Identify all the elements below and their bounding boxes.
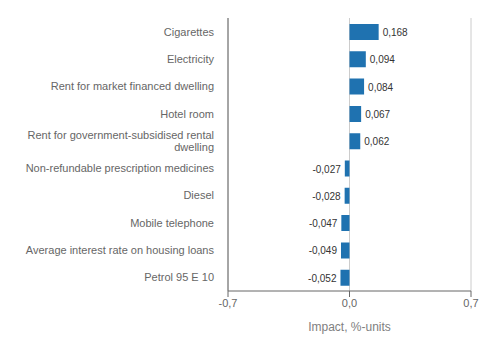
svg-text:Hotel room: Hotel room: [160, 108, 214, 120]
svg-text:-0,028: -0,028: [312, 191, 341, 202]
svg-text:0,7: 0,7: [463, 297, 478, 309]
svg-text:Non-refundable prescription me: Non-refundable prescription medicines: [26, 162, 215, 174]
svg-text:Rent for market financed dwell: Rent for market financed dwelling: [51, 80, 214, 92]
svg-text:0,094: 0,094: [370, 54, 395, 65]
svg-text:0,062: 0,062: [364, 136, 389, 147]
svg-text:-0,7: -0,7: [219, 297, 238, 309]
svg-text:Mobile telephone: Mobile telephone: [130, 217, 214, 229]
svg-text:-0,052: -0,052: [308, 273, 337, 284]
svg-text:Impact, %-units: Impact, %-units: [308, 320, 391, 334]
svg-text:0,084: 0,084: [368, 82, 393, 93]
svg-text:-0,049: -0,049: [309, 245, 338, 256]
svg-text:-0,027: -0,027: [312, 164, 341, 175]
svg-text:Cigarettes: Cigarettes: [164, 26, 215, 38]
svg-text:Average interest rate on housi: Average interest rate on housing loans: [26, 244, 215, 256]
svg-text:0,0: 0,0: [342, 297, 357, 309]
svg-text:Electricity: Electricity: [167, 53, 215, 65]
svg-text:Petrol 95 E 10: Petrol 95 E 10: [144, 271, 214, 283]
svg-text:0,168: 0,168: [383, 27, 408, 38]
svg-text:0,067: 0,067: [365, 109, 390, 120]
svg-text:Diesel: Diesel: [183, 189, 214, 201]
svg-text:-0,047: -0,047: [309, 218, 338, 229]
svg-text:Rent for government-subsidised: Rent for government-subsidised rentaldwe…: [28, 129, 214, 153]
